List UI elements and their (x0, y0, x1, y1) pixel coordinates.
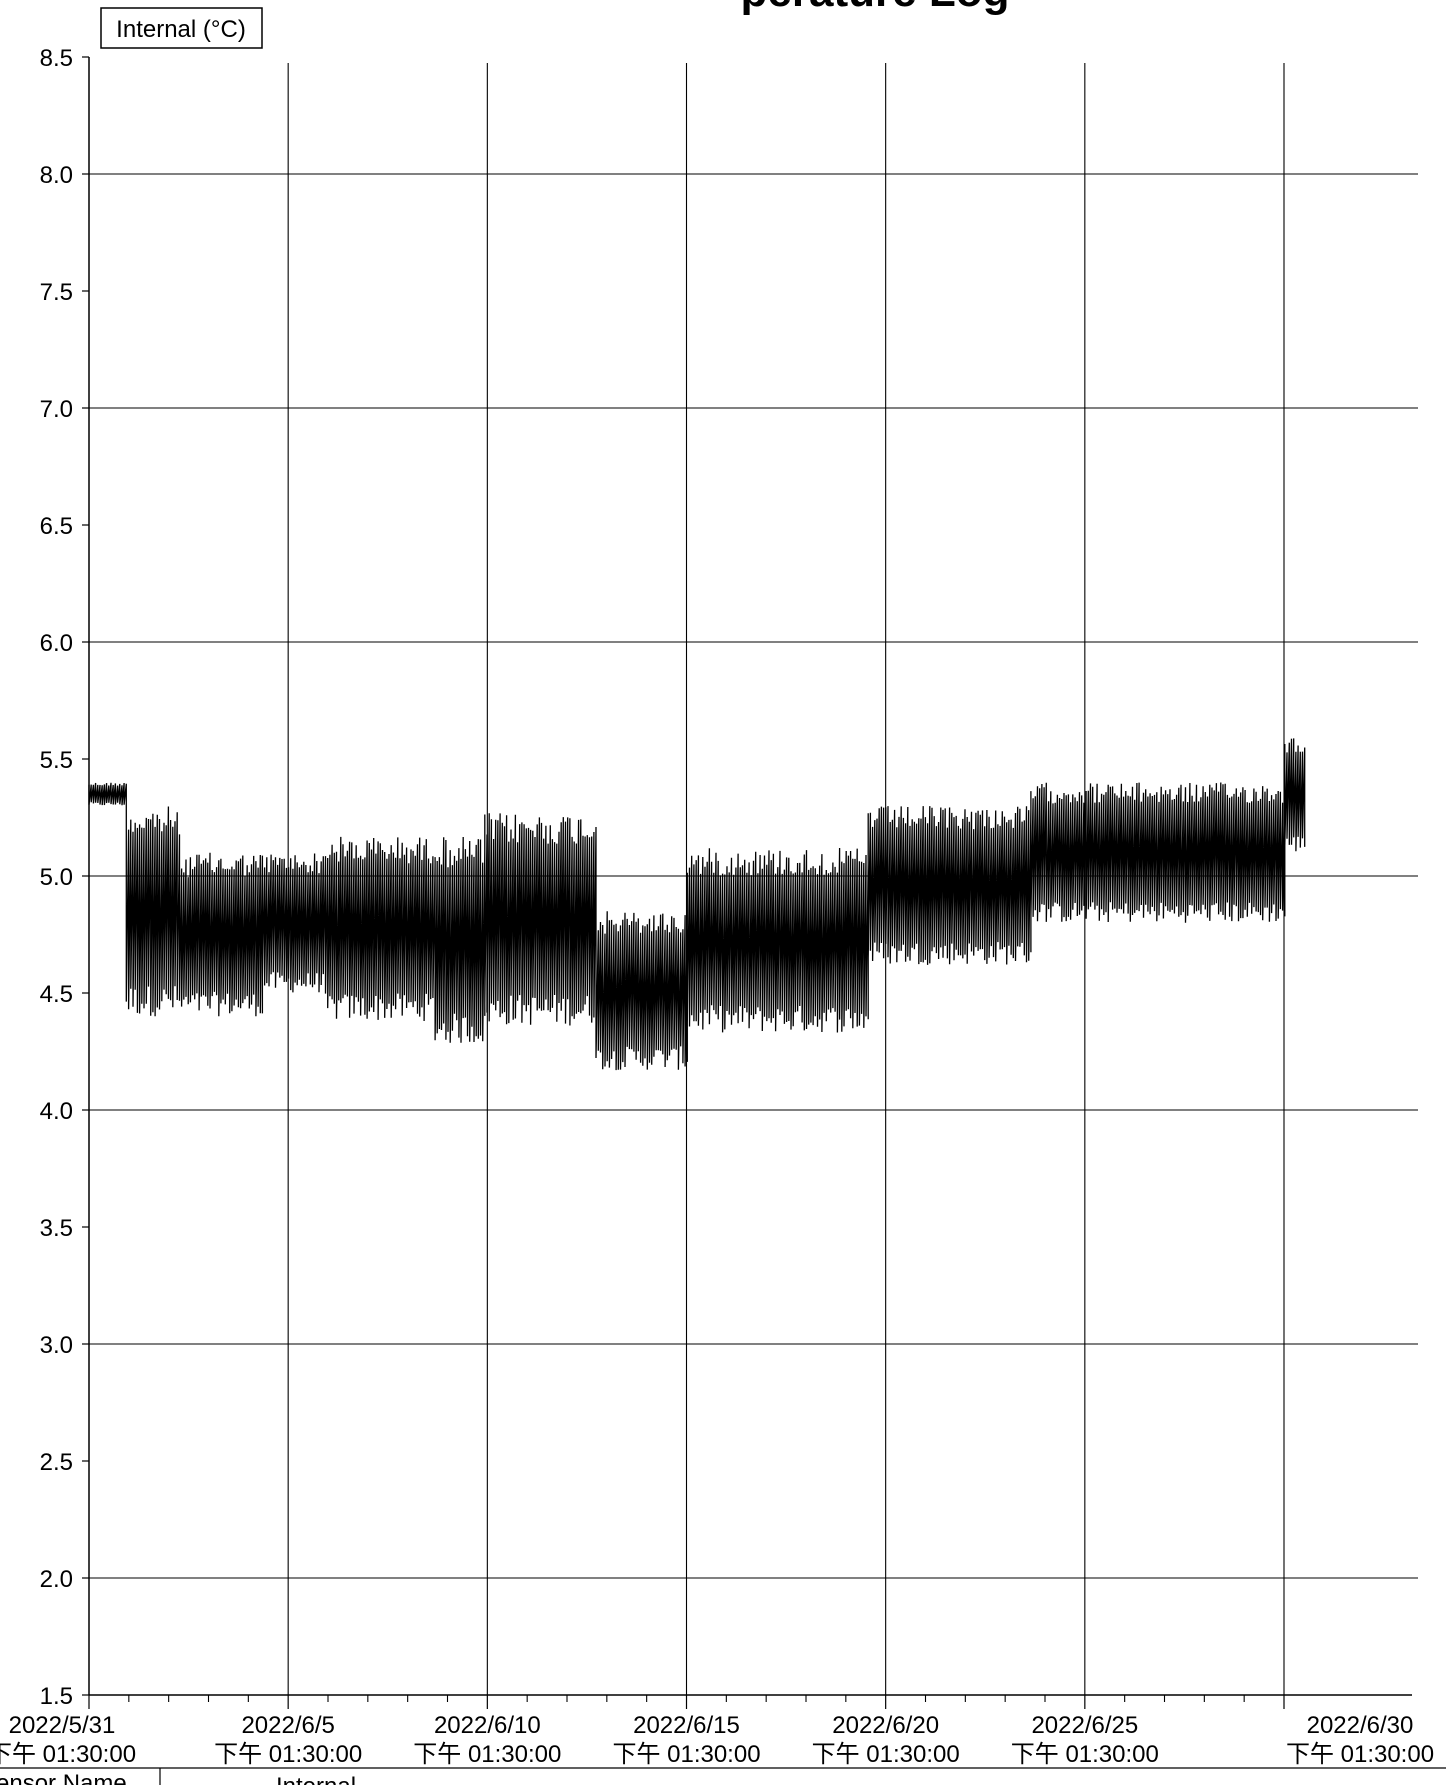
axis-layer: 8.5 8.0 7.5 7.0 6.5 6.0 5.5 5.0 4.5 4.0 3.5 3.0 2.5 2… (0, 45, 1434, 1768)
x-tick-label-time: 下午 01:30:00 (612, 1741, 760, 1768)
y-tick-label: 1.5 (40, 1683, 73, 1710)
series-layer (88, 738, 1306, 1071)
x-tick-label-date: 2022/6/5 (241, 1712, 334, 1739)
x-tick-label-time: 下午 01:30:00 (214, 1741, 362, 1768)
y-tick-label: 7.0 (40, 396, 73, 423)
x-tick-label-date: 2022/6/30 (1307, 1712, 1414, 1739)
y-tick-label: 5.0 (40, 864, 73, 891)
table-header-sensor-name: ensor Name (0, 1770, 127, 1785)
y-tick-label: 2.0 (40, 1566, 73, 1593)
y-tick-label: 8.5 (40, 45, 73, 72)
x-tick-label-time: 下午 01:30:00 (1011, 1741, 1159, 1768)
x-tick-label-date: 2022/6/10 (434, 1712, 541, 1739)
chart-title-fragment: perature Log (741, 0, 1010, 16)
ylabel-text: Internal (°C) (116, 16, 246, 43)
y-tick-label: 3.0 (40, 1332, 73, 1359)
y-tick-label: 6.0 (40, 630, 73, 657)
x-tick-label-date: 2022/6/15 (633, 1712, 740, 1739)
y-tick-label: 5.5 (40, 747, 73, 774)
y-tick-label: 8.0 (40, 162, 73, 189)
y-tick-label: 6.5 (40, 513, 73, 540)
x-tick-label-date: 2022/6/20 (832, 1712, 939, 1739)
series-line-internal (88, 738, 1306, 1071)
x-tick-label-time: 下午 01:30:00 (413, 1741, 561, 1768)
ylabel-box: Internal (°C) (100, 7, 263, 49)
y-tick-label: 7.5 (40, 279, 73, 306)
x-tick-label-time: 下午 01:30:00 (0, 1741, 136, 1768)
table-header-internal: Internal (276, 1773, 356, 1785)
x-tick-label-time: 下午 01:30:00 (1286, 1741, 1434, 1768)
x-tick-label-date: 2022/5/31 (9, 1712, 116, 1739)
y-tick-label: 4.5 (40, 981, 73, 1008)
x-tick-label-date: 2022/6/25 (1031, 1712, 1138, 1739)
x-tick-label-time: 下午 01:30:00 (812, 1741, 960, 1768)
y-tick-label: 2.5 (40, 1449, 73, 1476)
y-tick-label: 4.0 (40, 1098, 73, 1125)
y-tick-label: 3.5 (40, 1215, 73, 1242)
